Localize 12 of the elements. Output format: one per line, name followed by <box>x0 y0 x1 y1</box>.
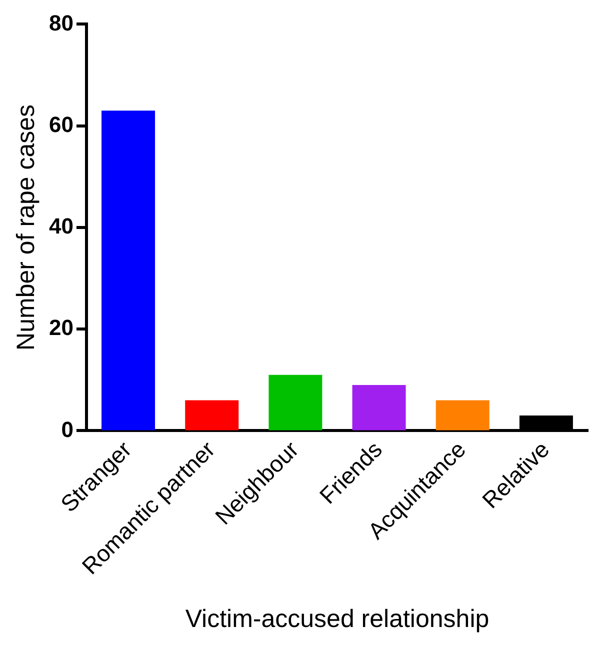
y-axis-title: Number of rape cases <box>12 104 40 350</box>
y-tick-label: 60 <box>48 112 74 137</box>
bar <box>352 385 406 430</box>
y-tick-label: 40 <box>48 214 74 239</box>
y-tick-label: 20 <box>48 315 74 340</box>
bar <box>102 110 156 430</box>
bar <box>268 374 322 430</box>
y-tick-label: 0 <box>61 416 74 442</box>
y-tick-label: 80 <box>48 10 74 36</box>
x-axis-title: Victim-accused relationship <box>185 604 490 633</box>
bar <box>436 400 490 430</box>
bar <box>185 400 239 430</box>
